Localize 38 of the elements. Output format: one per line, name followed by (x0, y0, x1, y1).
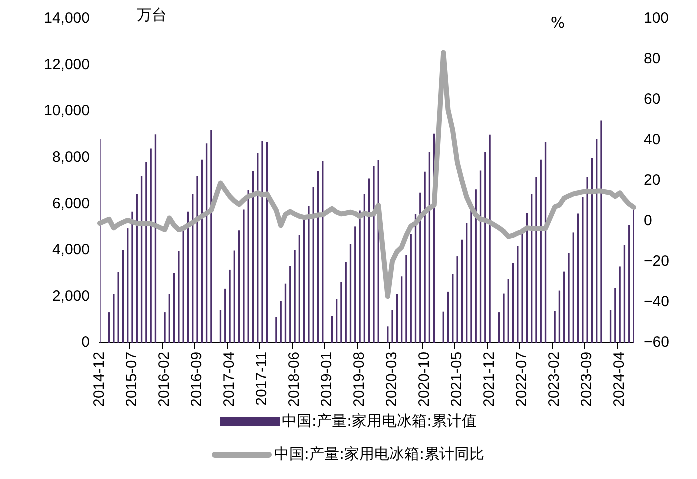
x-tick-label: 2020-03 (384, 352, 401, 408)
x-tick-label: 2023-09 (578, 352, 596, 408)
y-tick-label: 2,000 (52, 288, 90, 305)
y-tick-label: 0 (82, 334, 90, 352)
y-tick-label: 8,000 (52, 148, 90, 166)
x-tick-label: 2020-10 (416, 352, 434, 408)
y2-tick-label: 0 (644, 212, 652, 230)
x-tick-label: 2021-05 (448, 352, 466, 408)
y2-tick-label: −20 (644, 253, 670, 270)
y2-tick-label: 60 (644, 91, 661, 108)
y2-tick-label: 80 (644, 50, 661, 68)
y-tick-label: 4,000 (52, 242, 90, 259)
x-tick-label: 2017-04 (221, 352, 238, 408)
x-tick-label: 2023-02 (546, 352, 564, 408)
x-tick-label: 2016-09 (188, 352, 206, 408)
y-tick-label: 10,000 (44, 102, 90, 120)
y2-tick-label: −60 (644, 334, 670, 352)
y2-tick-label: 40 (644, 132, 661, 149)
y-tick-label: 6,000 (52, 195, 90, 212)
x-tick-label: 2024-04 (611, 352, 628, 408)
y2-tick-label: 20 (644, 172, 661, 190)
y2-tick-label: 100 (644, 10, 670, 28)
x-tick-label: 2016-02 (156, 352, 174, 408)
legend-label: 中国:产量:家用电冰箱:累计同比 (274, 445, 485, 464)
y-tick-label: 12,000 (44, 56, 90, 74)
x-tick-label: 2019-08 (351, 352, 368, 408)
y-tick-label: 14,000 (44, 10, 90, 28)
x-tick-label: 2022-07 (514, 352, 531, 408)
x-tick-label: 2019-01 (318, 352, 336, 408)
x-tick-label: 2018-06 (286, 352, 304, 408)
x-tick-label: 2021-12 (481, 352, 498, 408)
y2-axis-title: % (550, 14, 566, 32)
x-tick-label: 2014-12 (91, 352, 108, 408)
x-tick-label: 2017-11 (254, 352, 271, 406)
x-tick-label: 2015-07 (124, 352, 141, 408)
legend-label: 中国:产量:家用电冰箱:累计值 (282, 412, 478, 431)
y2-tick-label: −40 (644, 294, 670, 311)
y-axis-title: 万台 (137, 6, 167, 24)
